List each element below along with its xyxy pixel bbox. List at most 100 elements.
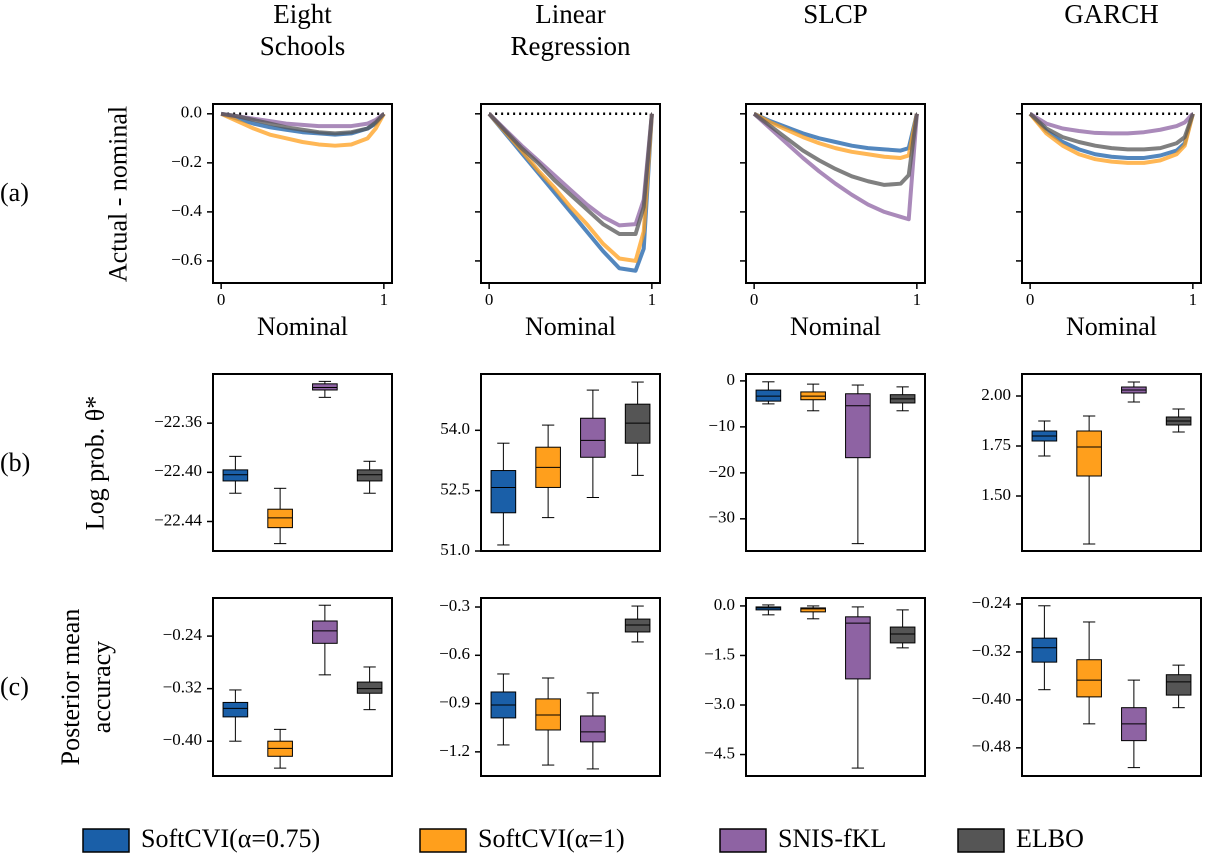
- box: [889, 626, 916, 644]
- series-line: [220, 111, 386, 136]
- column-title: Linear Regression: [510, 0, 631, 62]
- y-tick-label: −0.24: [163, 625, 203, 644]
- column-title: SLCP: [803, 0, 868, 29]
- series-line: [1028, 112, 1195, 152]
- series-line: [1028, 112, 1195, 165]
- y-tick-label: −0.3: [439, 596, 470, 615]
- legend-label: ELBO: [1016, 824, 1084, 853]
- y-tick-label: 51.0: [440, 540, 470, 559]
- y-tick-label: −1.5: [704, 644, 735, 663]
- box: [580, 417, 606, 458]
- y-tick-label: 54.0: [440, 419, 470, 438]
- y-tick-label: 0: [727, 370, 736, 389]
- y-tick-label: −0.4: [171, 201, 202, 220]
- series-line: [1028, 112, 1195, 160]
- box: [312, 620, 338, 644]
- y-tick-label: −0.48: [972, 737, 1011, 756]
- x-tick-label: 0: [485, 290, 494, 309]
- box: [312, 383, 338, 391]
- y-tick-label: −0.40: [163, 730, 202, 749]
- legend-label: SoftCVI(α=0.75): [141, 824, 320, 853]
- series-line: [1029, 112, 1195, 136]
- axes-frame: [745, 103, 926, 284]
- y-tick-label: −0.9: [439, 692, 470, 711]
- axes-frame: [745, 373, 926, 552]
- column-title: Eight Schools: [259, 0, 346, 62]
- x-axis-label: Nominal: [257, 312, 348, 341]
- row-label: (a): [0, 178, 29, 207]
- y-tick-label: −20: [708, 462, 735, 481]
- column-title: GARCH: [1064, 0, 1159, 29]
- series-line: [487, 112, 654, 236]
- y-tick-label: −22.40: [154, 461, 202, 480]
- y-tick-label: −0.32: [972, 641, 1011, 660]
- y-tick-label: −4.5: [704, 743, 735, 762]
- axes-frame: [1021, 597, 1202, 777]
- y-tick-label: 2.00: [981, 385, 1011, 404]
- axes-frame: [1021, 103, 1202, 284]
- axes-frame: [480, 103, 661, 284]
- legend-label: SoftCVI(α=1): [478, 824, 625, 853]
- y-tick-label: −0.6: [171, 250, 202, 269]
- x-tick-label: 0: [217, 290, 226, 309]
- x-tick-label: 1: [648, 290, 657, 309]
- series-line: [753, 112, 919, 160]
- y-tick-label: 1.50: [981, 485, 1011, 504]
- axes-frame: [480, 597, 661, 777]
- box: [490, 470, 517, 514]
- x-axis-label: Nominal: [1066, 312, 1157, 341]
- axes-frame: [745, 597, 926, 777]
- axes-frame: [1021, 373, 1202, 552]
- box: [222, 701, 249, 718]
- box: [624, 403, 651, 444]
- row-label: (c): [0, 672, 29, 701]
- y-axis-label: Posterior mean accuracy: [55, 608, 116, 766]
- x-axis-label: Nominal: [790, 312, 881, 341]
- y-tick-label: 0.0: [181, 103, 202, 122]
- y-tick-label: −22.36: [154, 412, 202, 431]
- series-line: [220, 111, 386, 148]
- axes-frame: [212, 373, 393, 552]
- series-line: [753, 111, 919, 153]
- y-tick-label: −3.0: [704, 694, 735, 713]
- series-line: [752, 112, 919, 187]
- axes-frame: [212, 597, 393, 777]
- x-tick-label: 1: [380, 290, 389, 309]
- y-tick-label: −0.40: [972, 689, 1011, 708]
- x-tick-label: 1: [1189, 290, 1198, 309]
- x-tick-label: 0: [1026, 290, 1035, 309]
- y-tick-label: −1.2: [439, 741, 470, 760]
- box: [1076, 659, 1102, 698]
- x-axis-label: Nominal: [525, 312, 616, 341]
- legend-swatch: [82, 828, 130, 853]
- box: [800, 607, 826, 613]
- row-label: (b): [0, 448, 31, 477]
- y-tick-label: 0.0: [714, 595, 735, 614]
- x-tick-label: 1: [913, 290, 922, 309]
- box: [845, 393, 871, 459]
- y-tick-label: 1.75: [981, 435, 1011, 454]
- y-axis-label: Actual - nominal: [103, 105, 133, 282]
- y-tick-label: −0.32: [163, 678, 202, 697]
- box: [580, 715, 606, 743]
- y-axis-label: Log prob. θ*: [80, 395, 110, 530]
- legend-swatch: [957, 828, 1005, 853]
- axes-frame: [212, 103, 393, 284]
- axes-frame: [480, 373, 661, 552]
- series-line: [752, 112, 919, 222]
- legend-swatch: [419, 828, 467, 853]
- box: [535, 698, 561, 731]
- y-tick-label: −30: [708, 508, 735, 527]
- y-tick-label: −10: [708, 416, 735, 435]
- box: [222, 469, 249, 482]
- y-tick-label: −0.2: [171, 152, 202, 171]
- box: [267, 508, 293, 529]
- box: [356, 469, 383, 482]
- y-tick-label: 52.5: [440, 480, 470, 499]
- legend-swatch: [719, 828, 767, 853]
- box: [845, 616, 871, 680]
- y-tick-label: −0.6: [439, 644, 470, 663]
- y-tick-label: −0.24: [972, 593, 1012, 612]
